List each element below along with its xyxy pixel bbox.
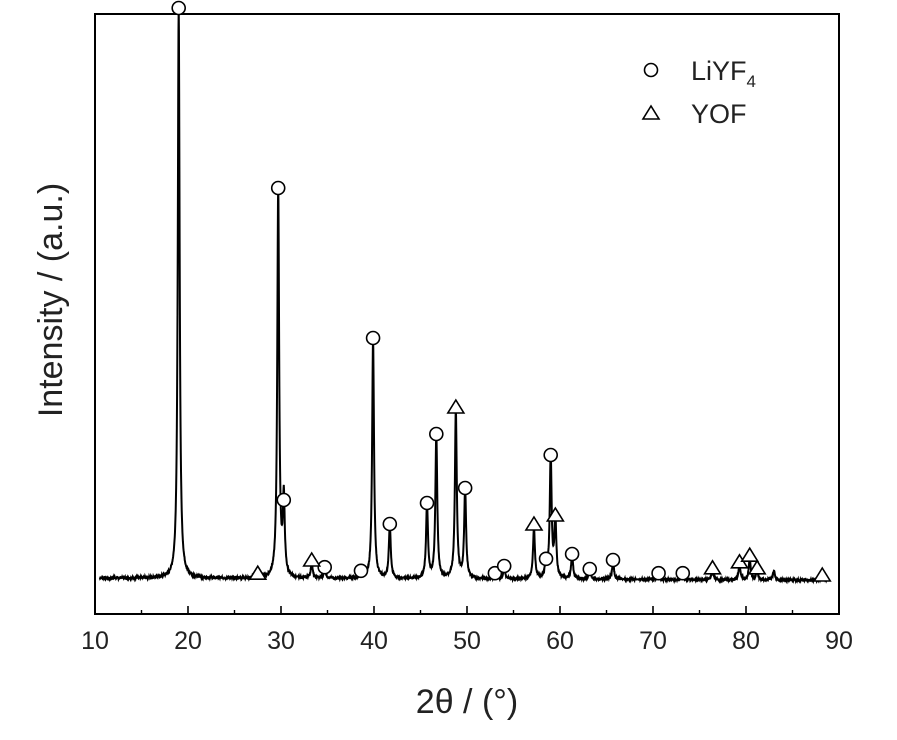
yof-peak-marker	[740, 546, 760, 563]
peak-markers	[171, 0, 832, 582]
x-tick-label-20: 20	[174, 627, 202, 655]
yof-peak-marker	[703, 559, 722, 575]
yof-peak-marker	[302, 551, 322, 567]
liyf4-peak-marker	[317, 559, 333, 575]
legend-label-yof: YOF	[691, 99, 747, 129]
liyf4-peak-marker	[171, 0, 186, 16]
liyf4-peak-marker	[457, 480, 473, 496]
liyf4-peak-marker	[353, 563, 369, 579]
yof-peak-marker	[446, 398, 466, 414]
legend-marker-triangle	[641, 104, 661, 120]
liyf4-peak-marker	[382, 516, 398, 532]
x-tick-label-30: 30	[267, 627, 295, 655]
plot-area	[94, 13, 840, 615]
yof-peak-marker	[747, 559, 767, 575]
legend: LiYF4 YOF	[641, 56, 756, 129]
liyf4-peak-marker	[270, 180, 286, 196]
yof-peak-marker	[524, 515, 544, 531]
x-tick-label-40: 40	[360, 627, 388, 655]
legend-label-liyf4: LiYF4	[691, 56, 756, 91]
liyf4-peak-marker	[582, 561, 598, 577]
yof-peak-marker	[812, 566, 832, 582]
x-axis-ticks	[94, 606, 840, 614]
y-axis-title: Intensity / (a.u.)	[32, 183, 70, 417]
x-tick-label-80: 80	[732, 627, 760, 655]
x-tick-label-60: 60	[546, 627, 574, 655]
x-tick-label-50: 50	[453, 627, 481, 655]
liyf4-peak-marker	[651, 565, 666, 581]
liyf4-peak-marker	[365, 330, 381, 346]
liyf4-peak-marker	[538, 551, 554, 567]
x-tick-label-70: 70	[639, 627, 667, 655]
x-tick-label-10: 10	[81, 627, 109, 655]
liyf4-peak-marker	[496, 558, 512, 574]
liyf4-peak-marker	[605, 552, 621, 568]
liyf4-peak-marker	[276, 492, 292, 508]
x-axis-title: 2θ / (°)	[416, 683, 518, 721]
legend-marker-circle	[643, 62, 659, 78]
liyf4-peak-marker	[543, 447, 559, 463]
liyf4-peak-marker	[564, 546, 580, 562]
x-axis-tick-labels: 10 20 30 40 50 60 70 80 90	[81, 627, 853, 655]
x-tick-label-90: 90	[825, 627, 853, 655]
yof-peak-marker	[248, 564, 268, 581]
yof-peak-marker	[545, 506, 565, 522]
liyf4-peak-marker	[429, 426, 444, 442]
xrd-pattern-line	[98, 7, 829, 585]
liyf4-peak-marker	[675, 565, 691, 581]
liyf4-peak-marker	[419, 495, 435, 511]
